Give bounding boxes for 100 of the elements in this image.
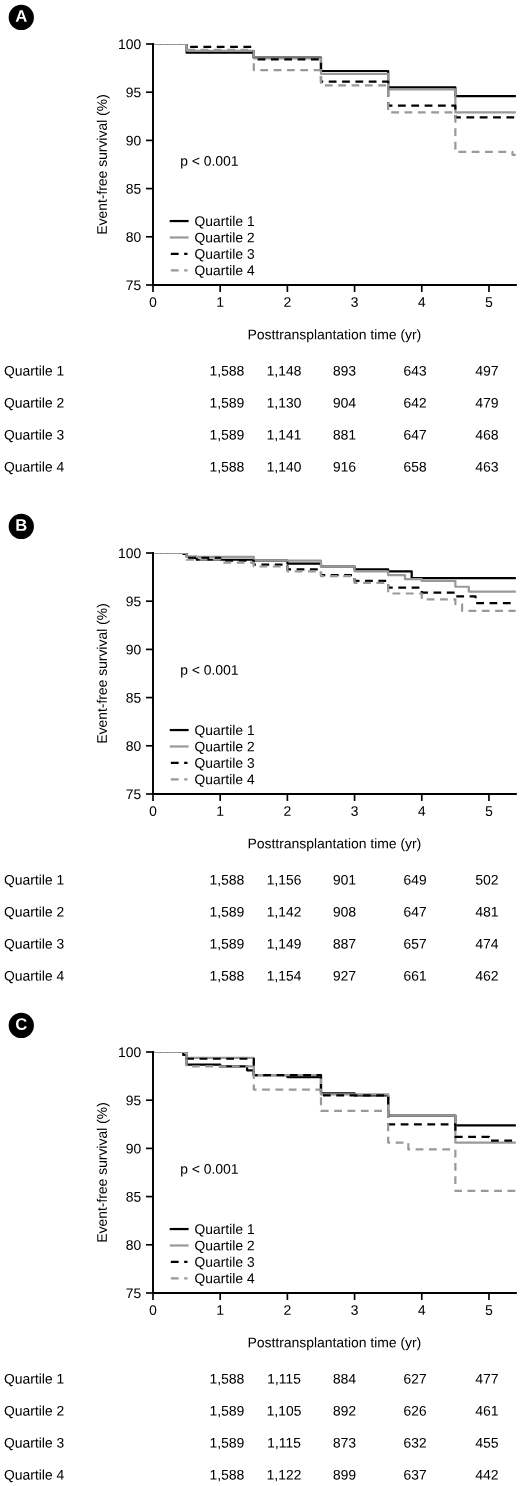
y-tick-label: 85 (126, 183, 141, 194)
y-tick-label: 75 (126, 1288, 141, 1299)
text: 904 (333, 397, 356, 408)
text: 1,130 (267, 397, 301, 410)
text: 899 (333, 1469, 356, 1480)
x-tick-label: 0 (149, 297, 157, 308)
text: Quartile 2 (4, 1405, 64, 1419)
x-tick-label: 1 (217, 806, 224, 816)
text: 649 (404, 874, 426, 885)
x-tick-label: 1 (217, 1305, 224, 1315)
text: 1,149 (267, 938, 301, 951)
chart-title: B (16, 519, 27, 531)
annotation: p < 0.001 (181, 1163, 238, 1177)
text: 462 (475, 970, 498, 981)
y-tick-label: 95 (126, 1095, 141, 1106)
legend-label: Quartile 1 (195, 215, 254, 229)
y-tick-label: 80 (126, 741, 141, 751)
y-tick-label: 80 (126, 232, 141, 242)
x-tick-label: 2 (284, 806, 291, 816)
text: 1,588 (210, 1469, 244, 1482)
legend-label: Quartile 4 (195, 774, 255, 787)
text: 627 (404, 1373, 426, 1384)
text: 1,156 (267, 874, 301, 887)
x-tick-label: 3 (351, 297, 358, 308)
text: 497 (475, 365, 498, 376)
text: 1,589 (210, 906, 244, 919)
legend-label: Quartile 2 (195, 1240, 254, 1253)
legend-label: Quartile 3 (195, 757, 255, 771)
text: 661 (404, 970, 426, 981)
text: 1,589 (210, 938, 244, 951)
x-tick-label: 5 (485, 1305, 493, 1316)
legend-label: Quartile 1 (195, 1223, 254, 1237)
text: 916 (333, 461, 356, 472)
text: 1,588 (210, 365, 244, 378)
x-tick-label: 4 (418, 806, 426, 816)
y-axis-title: Event-free survival (%) (96, 95, 110, 234)
y-tick-label: 90 (126, 1143, 141, 1154)
text: 477 (475, 1374, 498, 1384)
y-axis-title: Event-free survival (%) (96, 604, 110, 743)
text: 474 (475, 939, 499, 949)
text: 468 (475, 429, 498, 440)
text: 1,588 (210, 1373, 244, 1386)
text: Quartile 3 (4, 938, 64, 952)
text: 881 (333, 429, 356, 440)
x-tick-label: 4 (418, 297, 426, 307)
text: 1,148 (267, 365, 301, 378)
text: 442 (475, 1469, 498, 1480)
text: 481 (475, 906, 498, 917)
text: 1,589 (210, 1405, 244, 1418)
text: 637 (404, 1469, 426, 1480)
y-tick-label: 95 (126, 87, 141, 98)
y-tick-label: 90 (126, 644, 141, 655)
y-tick-label: 80 (126, 1240, 141, 1250)
x-tick-label: 3 (351, 1305, 358, 1316)
text: 1,588 (210, 970, 244, 983)
x-tick-label: 4 (418, 1305, 426, 1315)
text: 642 (404, 397, 426, 408)
text: 461 (475, 1405, 498, 1416)
text: 892 (333, 1405, 356, 1416)
text: 1,141 (267, 430, 301, 442)
x-tick-label: 0 (149, 1305, 157, 1316)
x-axis-title: Posttransplantation time (yr) (248, 838, 421, 852)
text: 1,140 (267, 461, 301, 474)
x-tick-label: 5 (485, 297, 493, 308)
legend-label: Quartile 3 (195, 248, 255, 262)
text: 455 (475, 1438, 498, 1448)
text: 1,588 (210, 874, 244, 887)
x-tick-label: 0 (149, 806, 157, 817)
text: Quartile 4 (4, 461, 64, 475)
text: 893 (333, 365, 356, 376)
text: 873 (333, 1437, 356, 1448)
x-tick-label: 2 (284, 297, 291, 307)
text: 643 (404, 365, 427, 376)
y-tick-label: 85 (126, 1191, 141, 1202)
text: 1,105 (267, 1405, 301, 1418)
x-axis-title: Posttransplantation time (yr) (248, 1337, 421, 1351)
annotation: p < 0.001 (181, 155, 238, 169)
y-tick-label: 95 (126, 596, 141, 607)
text: 908 (333, 906, 356, 917)
text: Quartile 4 (4, 970, 64, 984)
x-tick-label: 3 (351, 806, 358, 817)
y-tick-label: 90 (126, 135, 141, 146)
legend-label: Quartile 2 (195, 232, 254, 245)
text: 884 (333, 1373, 356, 1384)
legend-label: Quartile 2 (195, 741, 254, 754)
text: Quartile 2 (4, 397, 64, 411)
text: 901 (333, 874, 356, 885)
text: Quartile 2 (4, 906, 64, 920)
text: Quartile 4 (4, 1469, 64, 1483)
text: 1,589 (210, 1437, 244, 1450)
text: 502 (475, 874, 498, 885)
text: 1,154 (267, 971, 301, 983)
text: 1,122 (267, 1469, 301, 1482)
legend-label: Quartile 1 (195, 724, 254, 738)
annotation: p < 0.001 (181, 664, 238, 678)
text: Quartile 1 (4, 874, 64, 888)
text: 1,589 (210, 429, 244, 442)
y-tick-label: 100 (119, 39, 141, 50)
text: 1,115 (268, 1438, 301, 1450)
text: 647 (404, 906, 426, 917)
